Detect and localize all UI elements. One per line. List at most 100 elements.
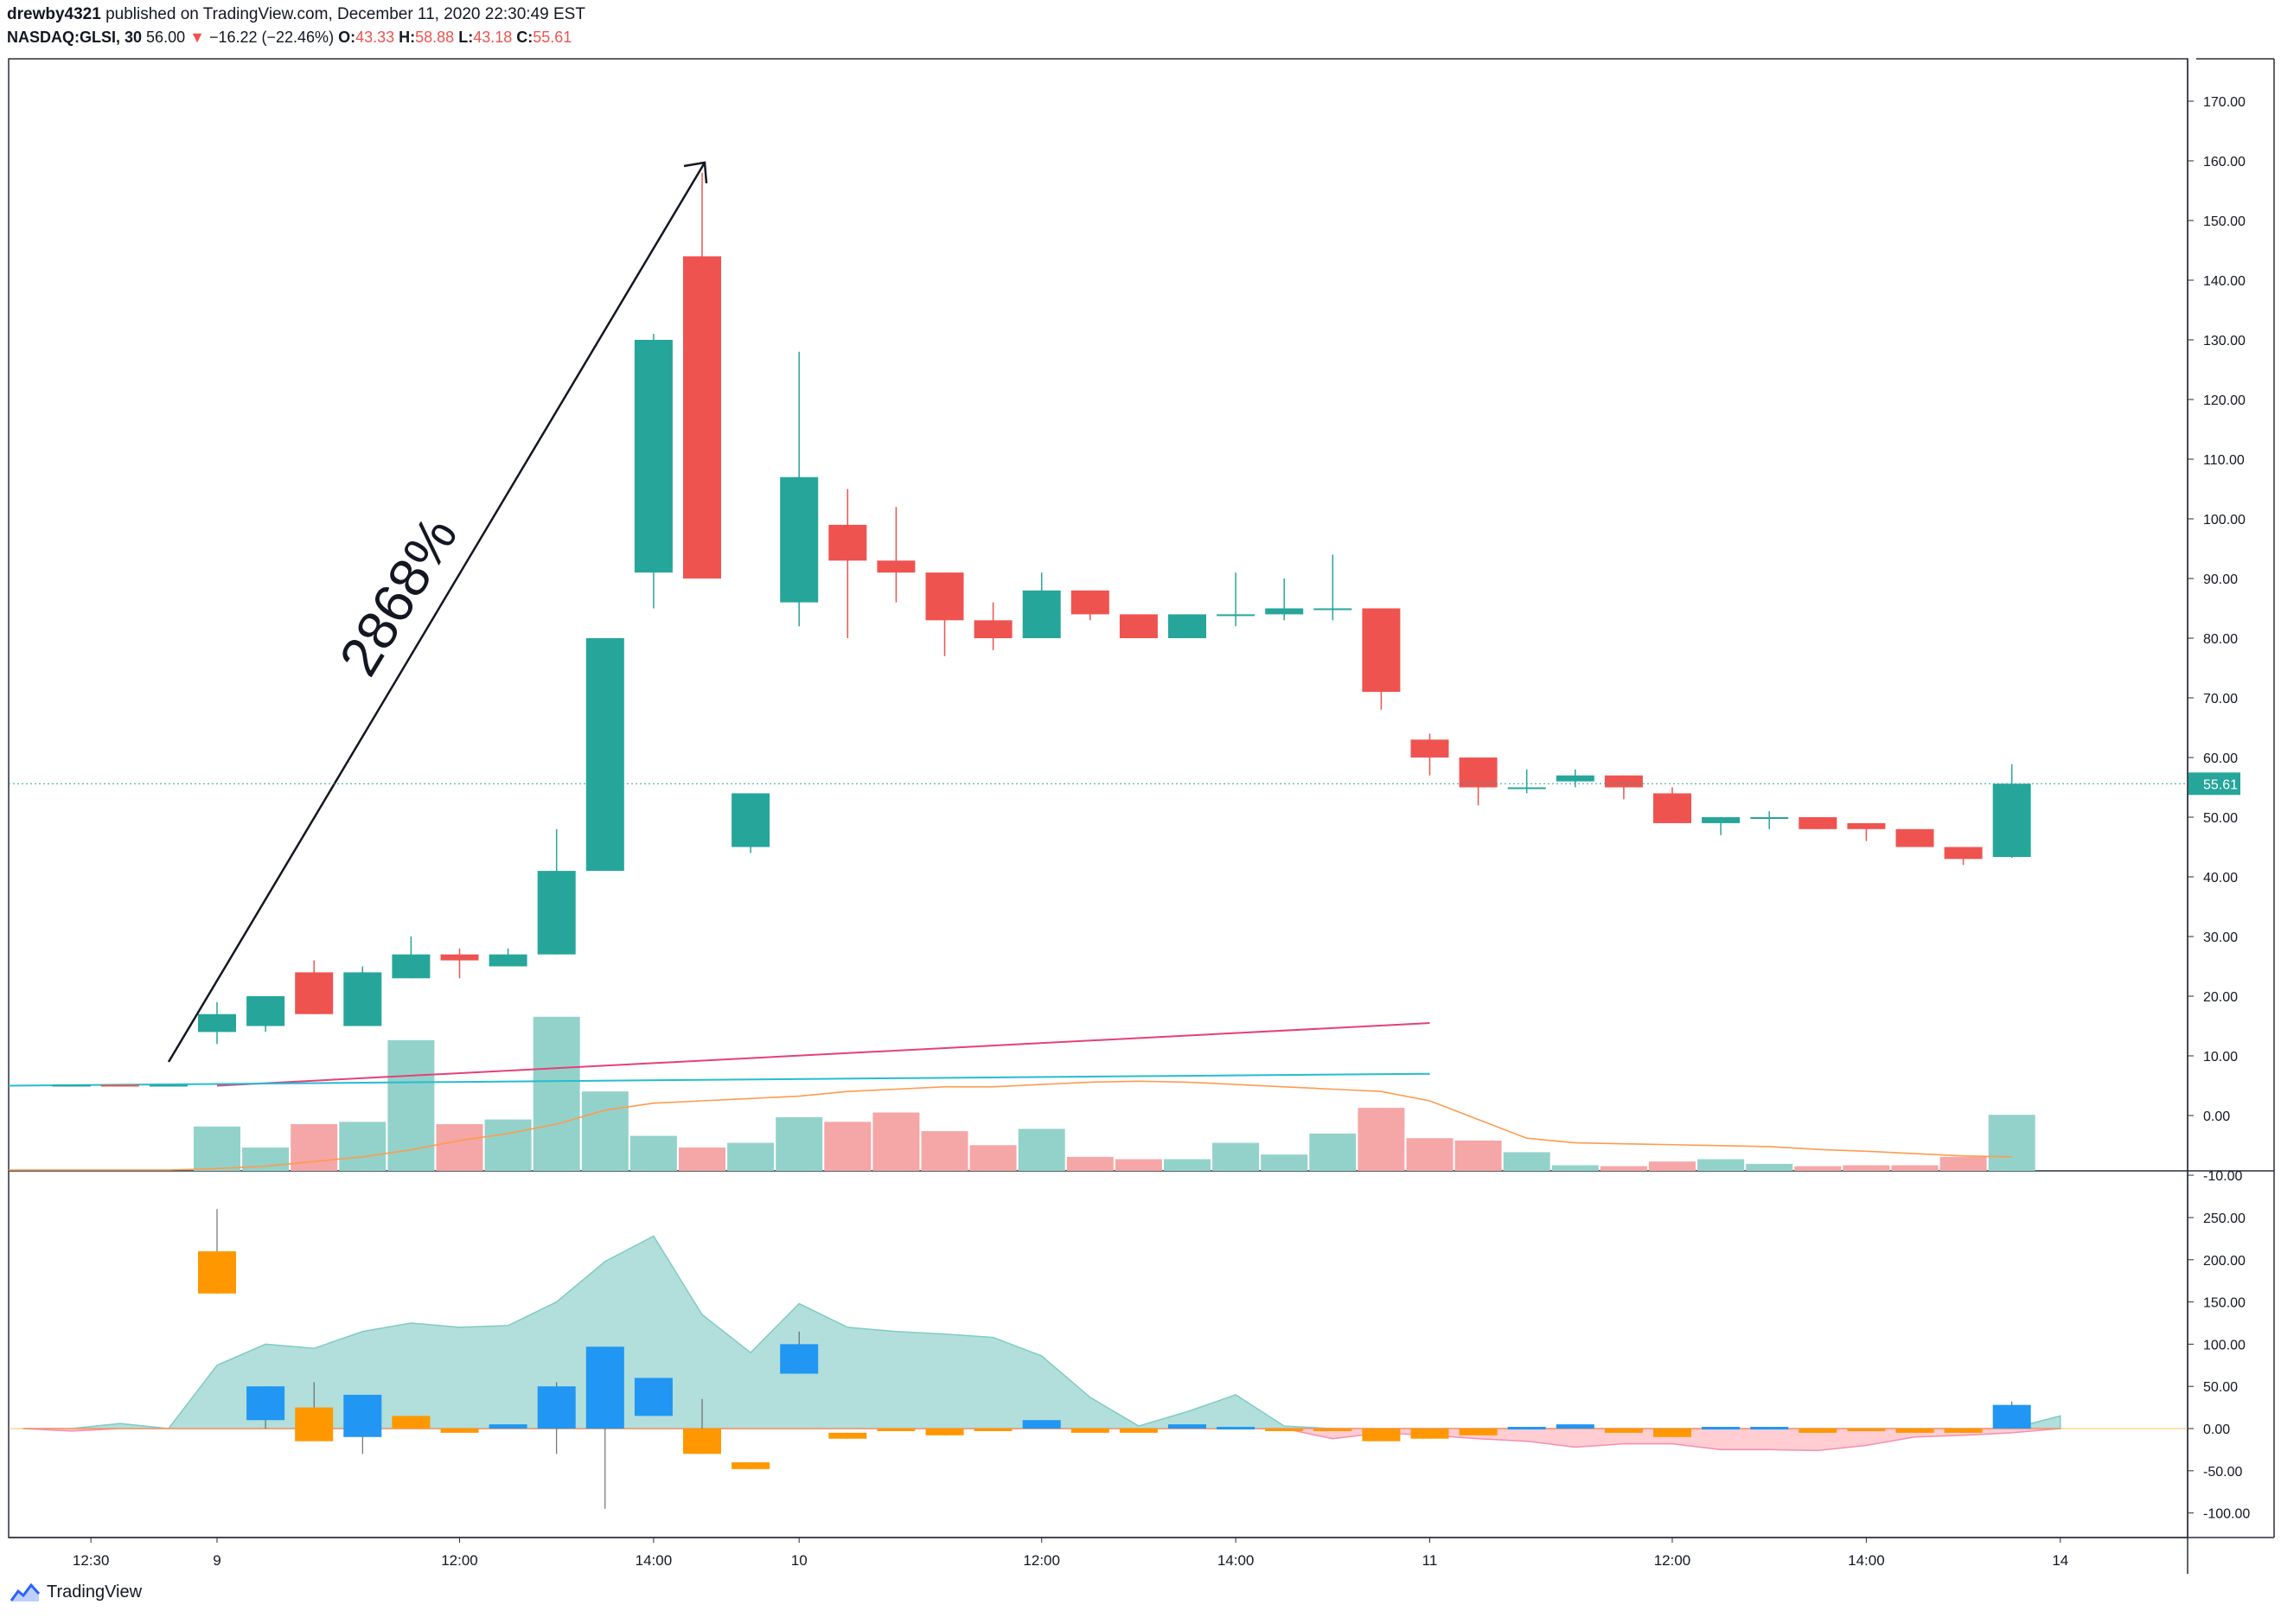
oscillator-bar [1265,1429,1304,1431]
oscillator-bar [1217,1427,1256,1430]
oscillator-bar [246,1386,285,1421]
oscillator-tick-label: -50.00 [2203,1465,2242,1480]
author-name[interactable]: drewby4321 [7,5,101,23]
candles [198,172,2031,1045]
volume-bar [1843,1165,1890,1171]
candle-body [1556,775,1594,782]
volume-bar [872,1112,920,1171]
volume-bar [1164,1159,1211,1171]
price-change: −16.22 (−22.46%) [208,29,335,46]
oscillator-tick-label: -100.00 [2203,1507,2250,1522]
candle-body [585,638,624,872]
candle-body [1022,590,1061,638]
oscillator-bar [585,1346,624,1429]
footer-brand[interactable]: TradingView [47,1582,143,1602]
candle-body [1507,787,1546,790]
down-arrow-icon: ▼ [189,29,205,46]
candle-body [974,620,1013,638]
candle-body [877,560,916,573]
volume-moving-average [9,1080,2012,1171]
publish-line: drewby4321 published on TradingView.com,… [7,3,585,26]
price-tick-label: 10.00 [2203,1050,2238,1065]
oscillator-tick-label: 250.00 [2203,1212,2246,1226]
oscillator-bar [780,1344,819,1374]
oscillator-bar [1168,1424,1206,1429]
volume-bar [1939,1156,1987,1171]
oscillator-tick-label: 0.00 [2203,1423,2230,1437]
candle-body [1944,847,1983,860]
candle-body [1604,775,1643,788]
volume-bar [1358,1108,1405,1171]
oscillator-bar [1362,1429,1401,1442]
oscillator-axis[interactable]: 250.00 200.00 150.00 100.00 50.00 0.00 -50.00 -… [2188,1212,2250,1522]
volume-bar [679,1148,725,1171]
candle-body [1847,822,1886,829]
price-tick-label: 170.00 [2203,95,2246,110]
volume-bar [387,1039,435,1171]
candle-body [537,871,576,955]
volume-bar [484,1119,532,1171]
volume-bar [1503,1152,1550,1171]
tradingview-logo-icon[interactable] [10,1582,40,1602]
candle-body [1653,793,1691,823]
price-axis[interactable]: 170.00 160.00 150.00 140.00 130.00 120.00 110.… [2188,95,2246,1184]
candle-body [732,793,770,847]
close-value: 55.61 [533,29,572,46]
time-tick-label: 9 [213,1552,220,1569]
price-tick-label: 100.00 [2203,513,2246,527]
arrow-annotation[interactable]: 2868% [167,161,708,1063]
high-value: 58.88 [415,29,455,46]
oscillator-bar [974,1429,1013,1431]
oscillator-bar [1022,1420,1061,1429]
oscillator-bar [634,1378,673,1416]
volume-bar [1261,1154,1308,1171]
low-value: 43.18 [473,29,513,46]
candle-body [828,524,867,561]
volume-bar [1212,1142,1260,1171]
candle-body [1362,608,1401,693]
oscillator-bar [828,1432,867,1439]
volume-bar [1891,1165,1939,1171]
time-tick-label: 12:00 [1654,1552,1691,1569]
oscillator-bar [1799,1429,1837,1433]
open-label: O: [338,29,356,46]
oscillator-bar [343,1394,382,1437]
oscillator-bar [1313,1429,1352,1431]
volume-bar [1309,1133,1357,1171]
candle-body [1410,739,1449,758]
candle-body [1459,758,1498,788]
price-tick-label: -10.00 [2203,1169,2242,1184]
volume-bar [1794,1166,1842,1171]
cyan-trend-line [8,1072,1430,1087]
price-tick-label: 130.00 [2203,334,2246,348]
time-axis[interactable]: 12:30 9 12:00 14:00 10 12:00 14:00 11 12:00 14:00… [73,1538,2068,1569]
oscillator-bar [732,1462,770,1469]
price-tick-label: 120.00 [2203,393,2246,408]
candle-body [1799,817,1837,829]
price-tick-label: 150.00 [2203,214,2246,229]
ohlc-line: NASDAQ:GLSI, 30 56.00 ▼ −16.22 (−22.46%)… [7,26,585,48]
candle-body [198,1013,236,1033]
last-price: 56.00 [146,29,186,46]
volume-bar [1988,1115,2035,1171]
price-tick-label: 160.00 [2203,155,2246,169]
price-tick-label: 40.00 [2203,871,2238,886]
symbol-label[interactable]: NASDAQ:GLSI, 30 [7,29,143,46]
volume-bar [1697,1159,1745,1171]
oscillator-bar [1459,1429,1498,1435]
time-tick-label: 14:00 [1217,1552,1255,1569]
oscillator-histogram [198,1209,2031,1509]
oscillator-bar [1944,1429,1983,1433]
published-text: published on TradingView.com, December 1… [105,5,585,23]
close-label: C: [516,29,534,46]
oscillator-tick-label: 50.00 [2203,1380,2238,1395]
oscillator-positive-area [22,1235,2061,1429]
oscillator-bar [392,1416,431,1429]
volume-bar [921,1131,968,1171]
oscillator-bar [1507,1427,1546,1430]
volume-bar [1600,1166,1647,1171]
annotation-label: 2868% [327,506,469,686]
price-tick-label: 20.00 [2203,990,2238,1005]
candle-body [1168,614,1206,638]
